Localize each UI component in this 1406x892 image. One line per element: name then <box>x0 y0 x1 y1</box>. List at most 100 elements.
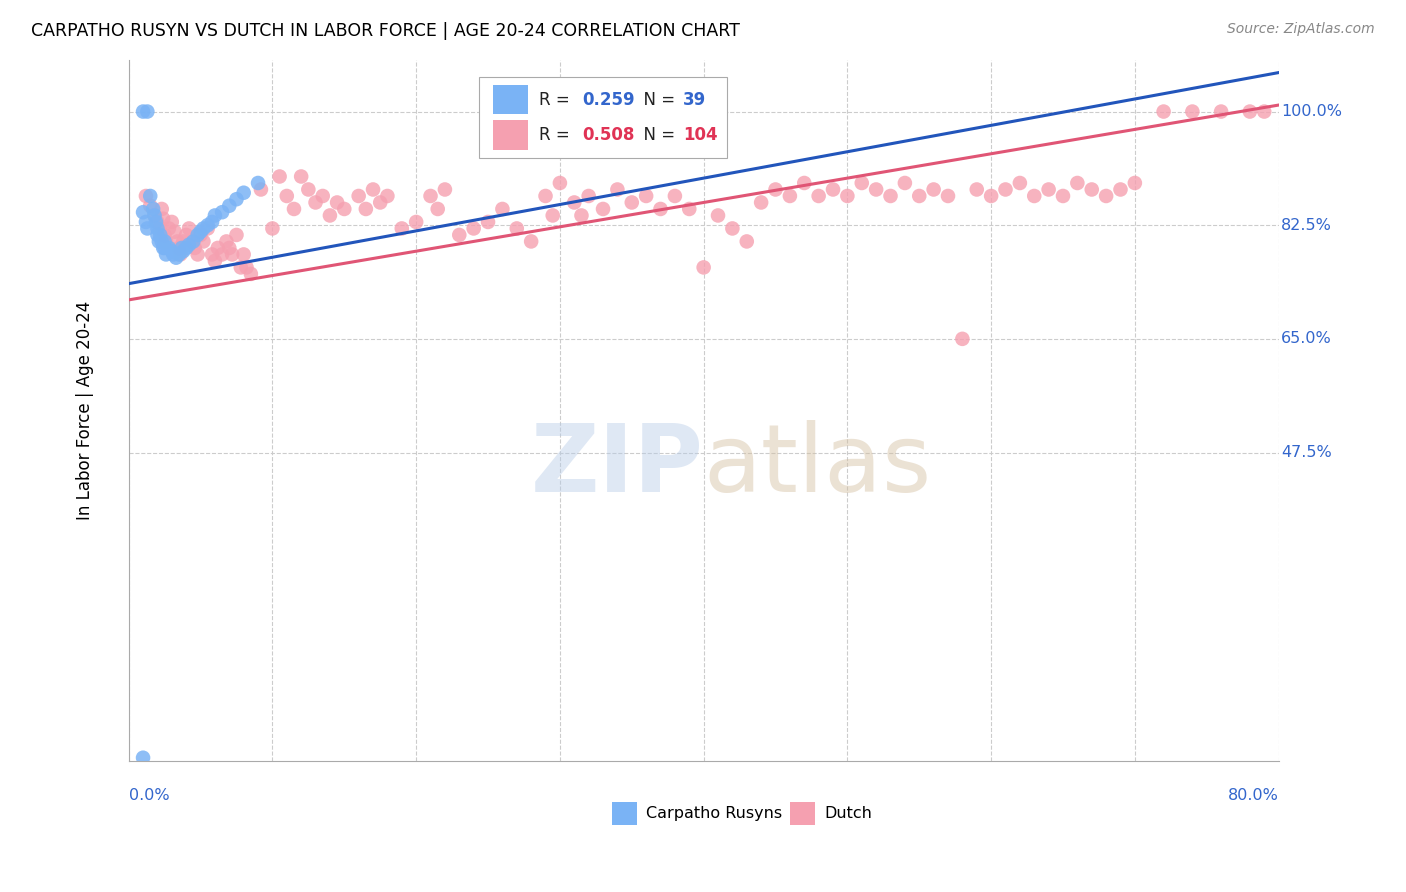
Point <box>491 202 513 216</box>
Point <box>765 182 787 196</box>
Point <box>520 235 543 249</box>
Point <box>163 225 186 239</box>
Point <box>290 169 312 184</box>
Point <box>571 209 593 223</box>
Point <box>950 332 973 346</box>
Point <box>153 227 176 242</box>
Point <box>692 260 714 275</box>
Text: ZIP: ZIP <box>531 420 703 512</box>
Point <box>908 189 931 203</box>
Point <box>1052 189 1074 203</box>
Point <box>247 176 270 190</box>
Point <box>172 244 194 259</box>
Point <box>211 205 233 219</box>
Point <box>354 202 377 216</box>
Point <box>361 182 384 196</box>
Point <box>190 227 212 242</box>
Point <box>347 189 370 203</box>
Point <box>368 195 391 210</box>
Text: In Labor Force | Age 20-24: In Labor Force | Age 20-24 <box>76 301 94 520</box>
Text: 80.0%: 80.0% <box>1227 788 1278 803</box>
Point <box>262 221 284 235</box>
Point <box>160 215 183 229</box>
Point <box>235 260 257 275</box>
Point <box>132 205 155 219</box>
Point <box>1153 104 1175 119</box>
Point <box>1181 104 1204 119</box>
Point <box>149 221 172 235</box>
Point <box>143 209 166 223</box>
Point <box>136 221 159 235</box>
Point <box>994 182 1017 196</box>
Point <box>139 189 162 203</box>
Point <box>721 221 744 235</box>
Point <box>922 182 945 196</box>
Point <box>749 195 772 210</box>
Point <box>153 235 176 249</box>
Point <box>377 189 399 203</box>
FancyBboxPatch shape <box>494 120 527 150</box>
Point <box>837 189 859 203</box>
Point <box>620 195 643 210</box>
Point <box>167 241 190 255</box>
Text: 65.0%: 65.0% <box>1281 331 1331 346</box>
Point <box>211 247 233 261</box>
Point <box>578 189 600 203</box>
Point <box>152 211 174 226</box>
Point <box>319 209 342 223</box>
Point <box>936 189 959 203</box>
Point <box>204 254 226 268</box>
Point <box>606 182 628 196</box>
Text: 47.5%: 47.5% <box>1281 445 1331 460</box>
Point <box>132 104 155 119</box>
Point <box>304 195 326 210</box>
Point <box>162 247 184 261</box>
Text: atlas: atlas <box>703 420 932 512</box>
Point <box>1253 104 1275 119</box>
Point <box>229 260 252 275</box>
Point <box>155 247 177 261</box>
Point <box>433 182 456 196</box>
Text: R =: R = <box>540 91 575 109</box>
Text: 104: 104 <box>683 126 717 145</box>
Point <box>160 244 183 259</box>
Point <box>218 241 240 255</box>
Point <box>232 186 254 200</box>
Point <box>153 241 176 255</box>
Point <box>177 221 200 235</box>
Point <box>678 202 700 216</box>
Point <box>1123 176 1146 190</box>
Text: 0.259: 0.259 <box>582 91 634 109</box>
FancyBboxPatch shape <box>612 803 637 825</box>
Text: 39: 39 <box>683 91 706 109</box>
Point <box>150 235 173 249</box>
Point <box>218 199 240 213</box>
Point <box>197 218 219 232</box>
Point <box>239 267 262 281</box>
Point <box>419 189 441 203</box>
Point <box>148 235 170 249</box>
FancyBboxPatch shape <box>494 85 527 114</box>
Point <box>207 241 229 255</box>
Point <box>477 215 499 229</box>
Point <box>184 241 207 255</box>
Point <box>187 247 209 261</box>
Point <box>201 247 224 261</box>
Point <box>1008 176 1031 190</box>
Point <box>592 202 614 216</box>
Point <box>201 215 224 229</box>
Point <box>149 227 172 242</box>
Point <box>174 241 197 255</box>
Point <box>821 182 844 196</box>
Point <box>735 235 758 249</box>
Point <box>779 189 801 203</box>
Point <box>177 237 200 252</box>
Point <box>283 202 305 216</box>
Point <box>193 235 215 249</box>
Point <box>142 202 165 216</box>
FancyBboxPatch shape <box>479 77 727 158</box>
Point <box>506 221 529 235</box>
Point <box>174 227 197 242</box>
Point <box>152 241 174 255</box>
Point <box>793 176 815 190</box>
